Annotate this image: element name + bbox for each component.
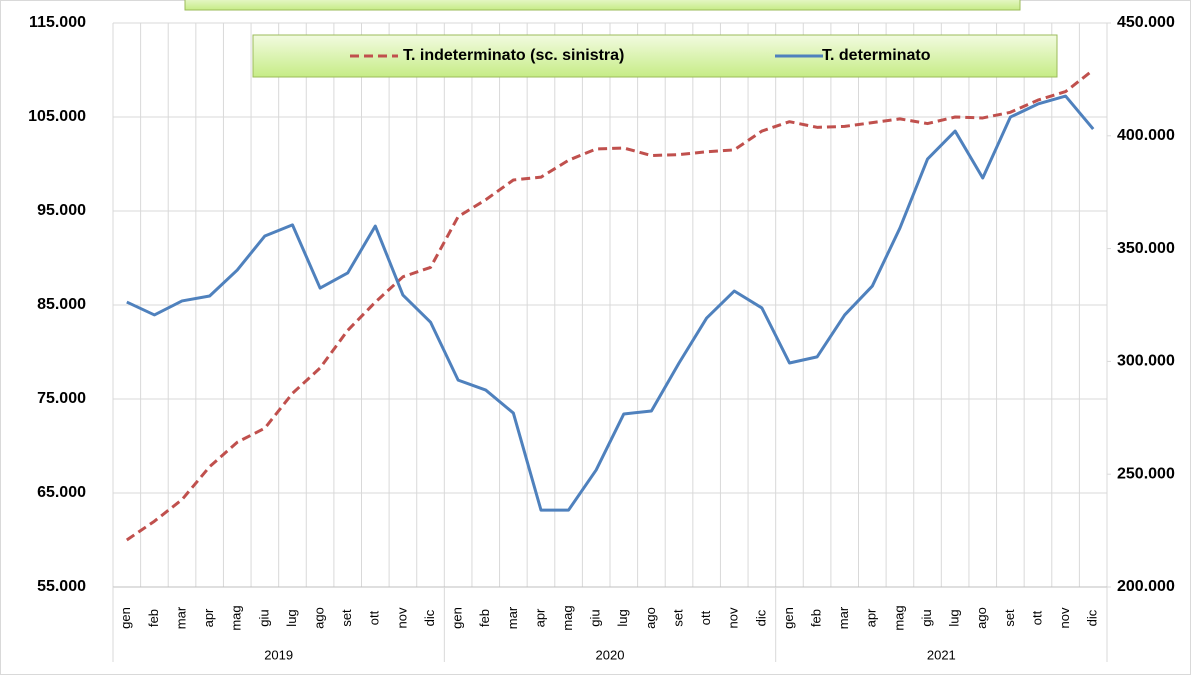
x-tick-label: feb (146, 609, 161, 627)
x-tick-label: gen (781, 607, 796, 629)
x-tick-label: nov (1057, 607, 1072, 628)
x-tick-label: mar (173, 606, 188, 629)
x-tick-label: nov (726, 607, 741, 628)
x-tick-label: giu (256, 609, 271, 626)
x-tick-label: feb (477, 609, 492, 627)
x-tick-label: set (339, 609, 354, 627)
x-tick-label: ott (698, 610, 713, 625)
legend-label: T. indeterminato (sc. sinistra) (403, 47, 624, 64)
x-tick-label: dic (422, 609, 437, 626)
y-tick-label: 95.000 (37, 202, 86, 219)
title-box (184, 0, 1021, 11)
x-tick-label: gen (450, 607, 465, 629)
x-tick-label: ago (643, 607, 658, 629)
x-tick-label: giu (588, 609, 603, 626)
y-tick-label: 65.000 (37, 484, 86, 501)
x-tick-label: ott (367, 610, 382, 625)
y-tick-label: 75.000 (37, 390, 86, 407)
series-line (126, 94, 1095, 512)
group-label: 2021 (927, 647, 956, 662)
x-tick-label: mag (891, 605, 906, 630)
x-tick-label: mag (229, 605, 244, 630)
x-tick-label: feb (809, 609, 824, 627)
y2-tick-label: 400.000 (1117, 127, 1175, 144)
x-tick-label: apr (532, 608, 547, 627)
y-tick-label: 55.000 (37, 578, 86, 595)
group-label: 2019 (264, 647, 293, 662)
x-tick-label: lug (615, 609, 630, 626)
legend-box (252, 34, 1058, 78)
legend-label: T. determinato (822, 47, 931, 64)
x-tick-label: dic (1085, 609, 1100, 626)
x-tick-label: mar (505, 606, 520, 629)
x-tick-label: apr (201, 608, 216, 627)
x-tick-label: gen (118, 607, 133, 629)
series-line (125, 68, 1095, 542)
y-tick-label: 115.000 (29, 14, 86, 31)
y2-tick-label: 300.000 (1117, 353, 1175, 370)
x-tick-label: nov (394, 607, 409, 628)
y2-tick-label: 450.000 (1117, 14, 1175, 31)
y2-tick-label: 350.000 (1117, 240, 1175, 257)
x-tick-label: ago (312, 607, 327, 629)
y2-tick-label: 200.000 (1117, 578, 1175, 595)
x-tick-label: ott (1029, 610, 1044, 625)
x-tick-label: lug (284, 609, 299, 626)
x-tick-label: giu (919, 609, 934, 626)
group-label: 2020 (596, 647, 625, 662)
x-tick-label: lug (947, 609, 962, 626)
y-tick-label: 85.000 (37, 296, 86, 313)
x-tick-label: set (1002, 609, 1017, 627)
x-tick-label: mar (836, 606, 851, 629)
x-tick-label: ago (974, 607, 989, 629)
x-tick-label: mag (560, 605, 575, 630)
x-tick-label: dic (753, 609, 768, 626)
x-tick-label: apr (864, 608, 879, 627)
x-tick-label: set (670, 609, 685, 627)
y2-tick-label: 250.000 (1117, 465, 1175, 482)
y-tick-label: 105.000 (28, 108, 86, 125)
